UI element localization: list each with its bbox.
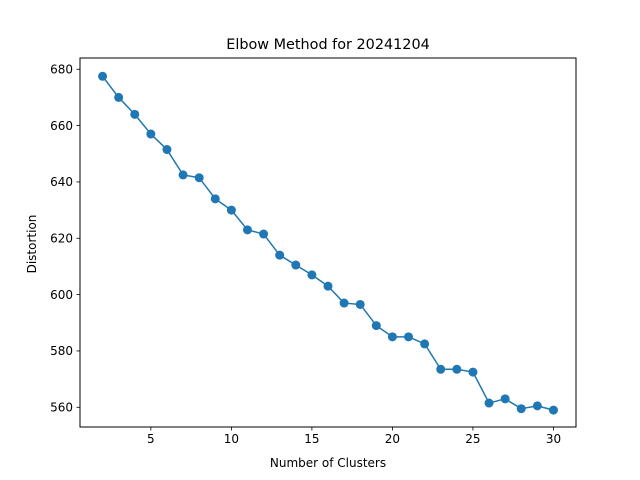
data-point [355,299,365,309]
x-tick-label: 10 [224,432,239,446]
data-point [468,367,478,377]
data-point [226,205,236,215]
y-axis-label: Distortion [25,215,39,274]
y-tick-label: 580 [50,344,73,358]
data-point [259,229,269,239]
data-point [130,109,140,119]
data-point [339,298,349,308]
chart-title: Elbow Method for 20241204 [226,37,430,53]
data-point [516,404,526,414]
data-point [194,173,204,183]
data-point [500,394,510,404]
x-axis-label: Number of Clusters [270,456,386,470]
data-point [484,398,494,408]
data-point [275,250,285,260]
data-point [242,225,252,235]
data-point [532,401,542,411]
x-tick-label: 25 [465,432,480,446]
x-tick-label: 20 [385,432,400,446]
y-tick-label: 660 [50,119,73,133]
y-tick-label: 560 [50,401,73,415]
data-point [307,270,317,280]
data-point [404,332,414,342]
data-point [146,129,156,139]
data-point [452,364,462,374]
data-point [114,92,124,102]
data-point [548,405,558,415]
y-tick-label: 620 [50,232,73,246]
x-tick-label: 5 [147,432,155,446]
y-tick-label: 640 [50,175,73,189]
data-point [291,260,301,270]
data-point [210,194,220,204]
y-tick-label: 600 [50,288,73,302]
data-point [98,71,108,81]
data-point [178,170,188,180]
data-point [162,145,172,155]
data-point [387,332,397,342]
plot-area [98,71,558,415]
data-point [323,281,333,291]
x-tick-label: 30 [546,432,561,446]
data-point [420,339,430,349]
data-point [436,364,446,374]
data-point [371,321,381,331]
y-tick-label: 680 [50,63,73,77]
axes-frame [79,57,577,428]
x-tick-label: 15 [304,432,319,446]
axis-ticks: 5 10 15 20 25 30 560 580 600 620 640 660 680 [50,63,561,446]
